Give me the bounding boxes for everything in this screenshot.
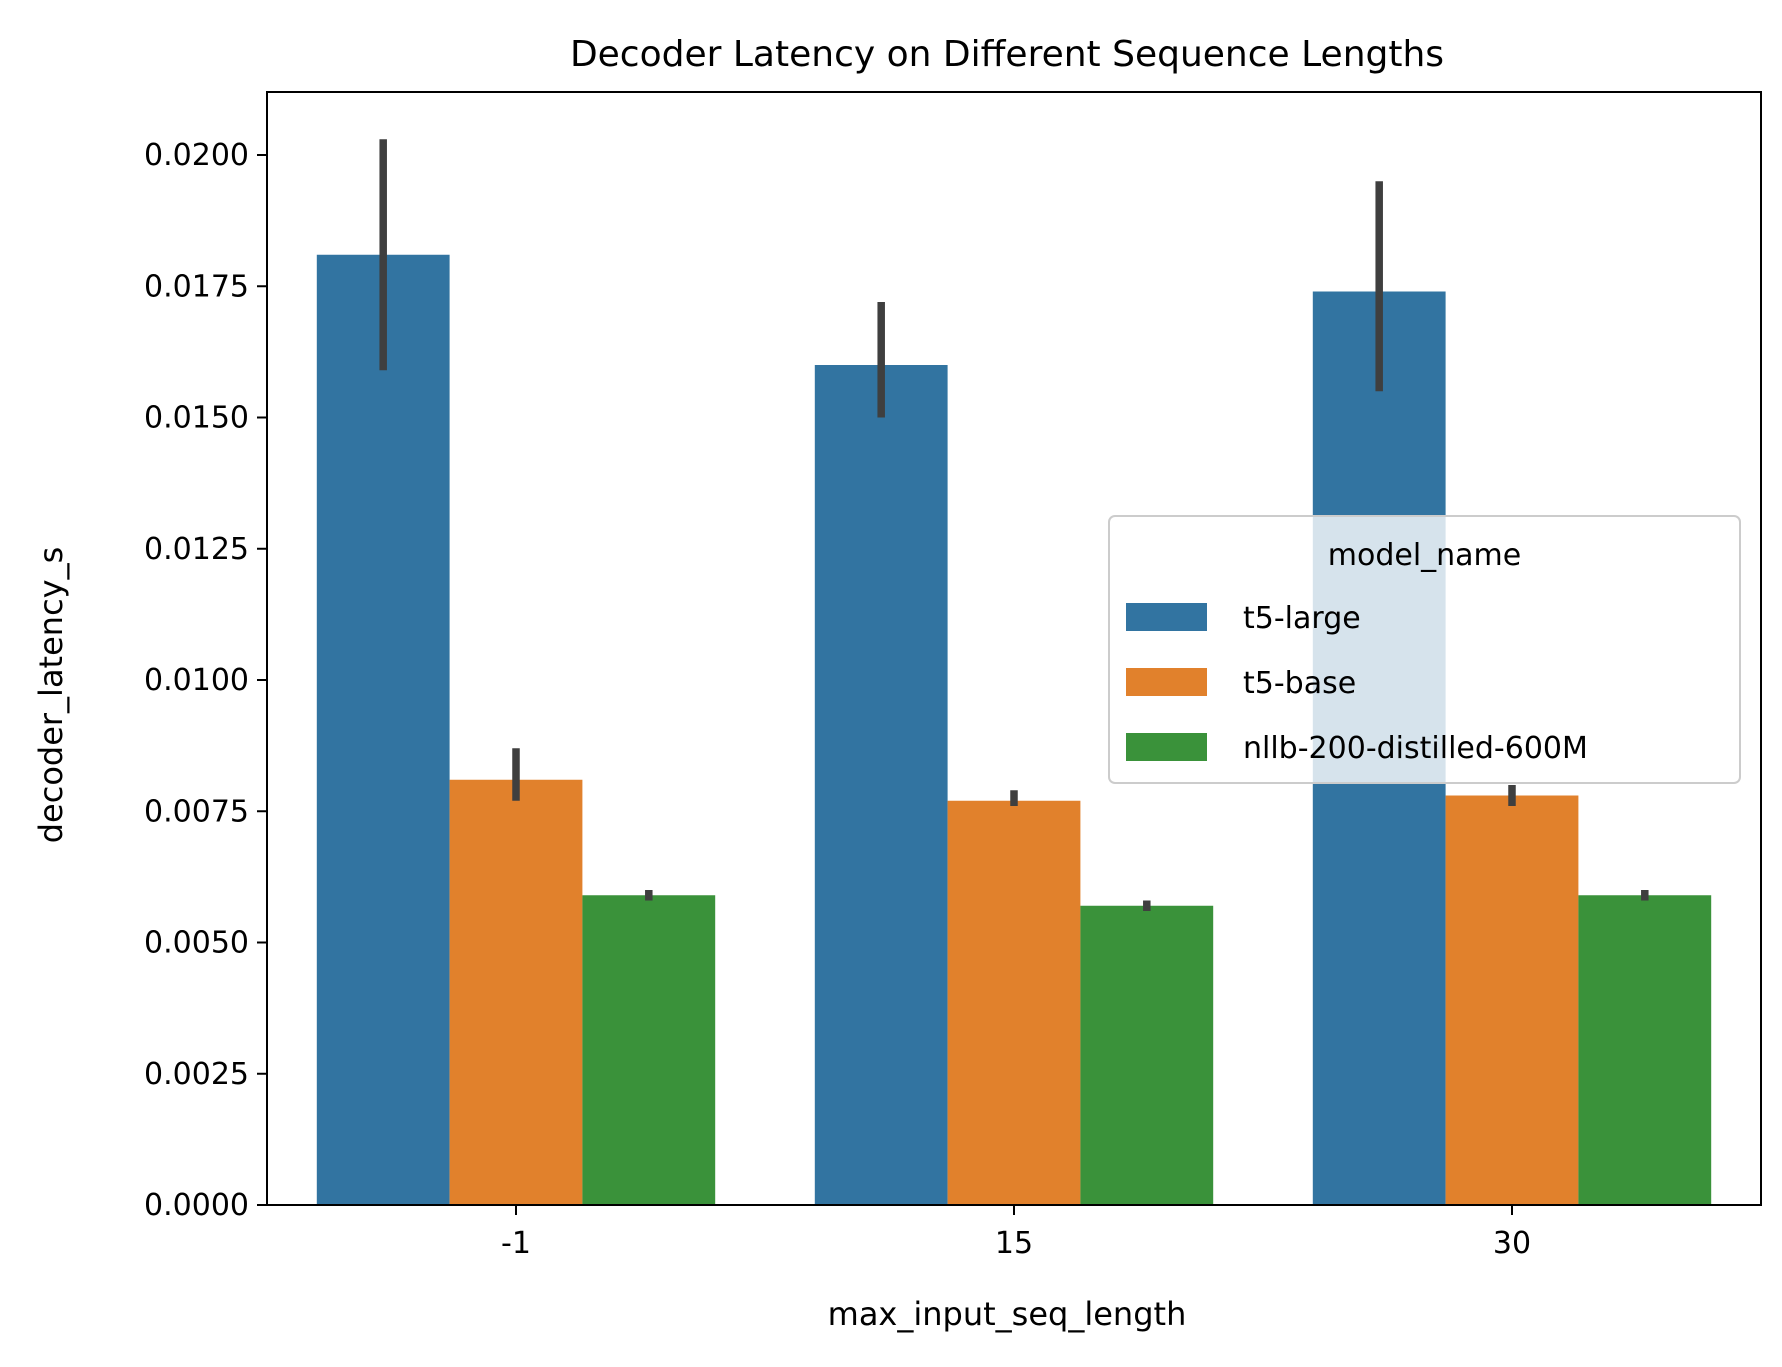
legend-label-t5-large: t5-large <box>1243 601 1361 636</box>
legend-box <box>1108 515 1741 784</box>
y-tick-label: 0.0100 <box>144 663 249 698</box>
bar-t5-base--1 <box>449 779 583 1205</box>
bar-t5-base-15 <box>947 800 1081 1205</box>
y-tick-label: 0.0200 <box>144 138 249 173</box>
bar-nllb-200-distilled-600M--1 <box>582 895 716 1205</box>
legend-swatch-nllb-200-distilled-600M <box>1126 733 1207 761</box>
bar-nllb-200-distilled-600M-15 <box>1080 905 1214 1205</box>
x-axis-label: max_input_seq_length <box>828 1295 1187 1333</box>
bar-t5-large-15 <box>814 365 948 1205</box>
x-tick-label: -1 <box>501 1226 531 1261</box>
plot-area: 0.0000 0.0025 0.0050 0.0075 0.0100 0.0125 0.01… <box>144 91 1762 1261</box>
legend-swatch-t5-large <box>1126 603 1207 631</box>
y-tick-label: 0.0075 <box>144 794 249 829</box>
x-tick-label: 15 <box>995 1226 1033 1261</box>
x-tick-label: 30 <box>1493 1226 1531 1261</box>
bar-t5-large--1 <box>316 254 450 1205</box>
y-tick-label: 0.0150 <box>144 401 249 436</box>
legend-label-nllb-200-distilled-600M: nllb-200-distilled-600M <box>1243 731 1588 766</box>
y-tick-label: 0.0025 <box>144 1057 249 1092</box>
legend-label-t5-base: t5-base <box>1243 666 1356 701</box>
y-tick-label: 0.0050 <box>144 926 249 961</box>
legend-swatch-t5-base <box>1126 668 1207 696</box>
y-axis-label: decoder_latency_s <box>32 547 70 844</box>
chart-title: Decoder Latency on Different Sequence Le… <box>570 34 1444 75</box>
bar-nllb-200-distilled-600M-30 <box>1578 895 1712 1205</box>
y-tick-label: 0.0000 <box>144 1188 249 1223</box>
legend: model_name t5-large t5-base nllb-200-distil… <box>1108 515 1741 784</box>
y-tick-label: 0.0175 <box>144 269 249 304</box>
legend-title: model_name <box>1328 538 1522 573</box>
y-tick-label: 0.0125 <box>144 532 249 567</box>
bar-t5-base-30 <box>1445 795 1579 1205</box>
